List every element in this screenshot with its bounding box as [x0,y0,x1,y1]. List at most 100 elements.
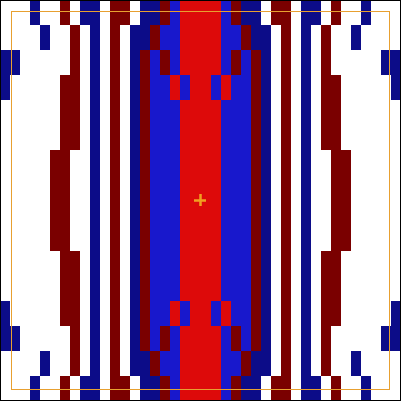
heatmap-cell [120,25,131,51]
heatmap-cell [251,351,262,377]
heatmap-cell [261,326,272,352]
heatmap-cell [201,376,212,401]
heatmap-cell [60,226,71,252]
heatmap-cell [180,226,191,252]
heatmap-cell [281,226,292,252]
heatmap-cell [311,326,322,352]
heatmap-cell [311,276,322,302]
heatmap-cell [231,150,242,176]
heatmap-cell [180,25,191,51]
heatmap-cell [251,201,262,227]
heatmap-cell [100,100,111,126]
heatmap-cell [120,276,131,302]
heatmap-cell [231,351,242,377]
heatmap-cell [271,150,282,176]
heatmap-cell [261,175,272,201]
heatmap-cell [0,376,11,401]
heatmap-cell [321,351,332,377]
heatmap-cell [371,150,382,176]
heatmap-cell [150,301,161,327]
heatmap-cell [0,226,11,252]
heatmap-cell [130,226,141,252]
heatmap-cell [150,25,161,51]
heatmap-cell [90,50,101,76]
heatmap-cell [30,226,41,252]
heatmap-cell [60,25,71,51]
heatmap-cell [100,251,111,277]
heatmap-cell [271,50,282,76]
heatmap-cell [130,276,141,302]
heatmap-cell [391,50,401,76]
heatmap-cell [30,50,41,76]
heatmap-cell [351,201,362,227]
heatmap-cell [90,125,101,151]
heatmap-cell [221,226,232,252]
heatmap-cell [30,175,41,201]
heatmap-cell [50,326,61,352]
heatmap-cell [211,201,222,227]
heatmap-cell [201,226,212,252]
heatmap-cell [221,100,232,126]
heatmap-cell [20,150,31,176]
heatmap-cell [271,351,282,377]
heatmap-cell [361,226,372,252]
heatmap-cell [20,175,31,201]
heatmap-cell [211,25,222,51]
heatmap-cell [190,276,201,302]
heatmap-cell [130,25,141,51]
heatmap-cell [50,100,61,126]
heatmap-cell [211,0,222,26]
heatmap-cell [361,251,372,277]
heatmap-cell [301,326,312,352]
heatmap-cell [251,175,262,201]
heatmap-cell [190,301,201,327]
heatmap-cell [140,50,151,76]
heatmap-cell [361,100,372,126]
heatmap-cell [180,201,191,227]
heatmap-cell [391,326,401,352]
heatmap-cell [361,201,372,227]
heatmap-cell [150,150,161,176]
heatmap-cell [221,326,232,352]
heatmap-cell [301,0,312,26]
heatmap-cell [391,175,401,201]
heatmap-cell [251,100,262,126]
heatmap-cell [261,125,272,151]
heatmap-cell [391,0,401,26]
heatmap-cell [301,301,312,327]
heatmap-cell [90,100,101,126]
heatmap-cell [261,201,272,227]
heatmap-cell [120,100,131,126]
heatmap-cell [60,376,71,401]
heatmap-cell [391,276,401,302]
heatmap-cell [170,376,181,401]
heatmap-cell [50,351,61,377]
heatmap-cell [341,150,352,176]
heatmap-cell [0,301,11,327]
heatmap-cell [221,301,232,327]
heatmap-cell [30,376,41,401]
heatmap-cell [80,301,91,327]
heatmap-cell [201,50,212,76]
heatmap-cell [90,25,101,51]
heatmap-cell [140,376,151,401]
heatmap-cell [241,376,252,401]
heatmap-cell [40,201,51,227]
heatmap-cell [130,0,141,26]
heatmap-cell [351,100,362,126]
heatmap-cell [80,100,91,126]
heatmap-cell [241,276,252,302]
heatmap-cell [231,276,242,302]
heatmap-cell [80,175,91,201]
heatmap-cell [311,351,322,377]
heatmap-cell [201,301,212,327]
heatmap-cell [221,376,232,401]
heatmap-cell [90,0,101,26]
heatmap-cell [361,125,372,151]
heatmap-cell [40,25,51,51]
heatmap-cell [190,351,201,377]
heatmap-cell [361,276,372,302]
heatmap-cell [291,276,302,302]
heatmap-cell [100,25,111,51]
heatmap-cell [271,376,282,401]
